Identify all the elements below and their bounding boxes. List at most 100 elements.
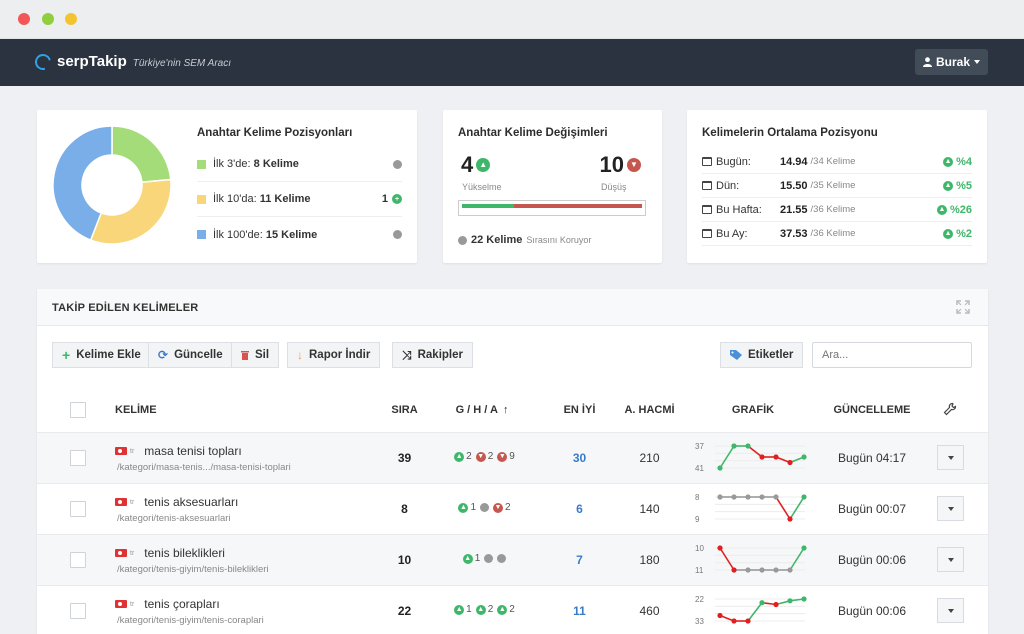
sparkline-point (745, 494, 751, 500)
brand-logo[interactable]: serpTakip Türkiye'nin SEM Aracı (32, 50, 231, 73)
row-actions-dropdown[interactable] (937, 445, 964, 470)
col-updated[interactable]: GÜNCELLEME (833, 404, 911, 416)
trash-icon (241, 351, 249, 360)
sparkline-point (801, 454, 807, 460)
average-title: Kelimelerin Ortalama Pozisyonu (702, 127, 878, 139)
chevron-down-icon (947, 506, 954, 511)
arrow-down-icon: ▼ (627, 158, 641, 172)
user-menu-button[interactable]: Burak (915, 49, 988, 75)
keyword-text[interactable]: tenis bileklikleri (144, 546, 225, 560)
gha-value: 2 (487, 604, 494, 615)
wrench-icon[interactable] (943, 402, 957, 416)
sparkline-chart: 22 33 (695, 595, 807, 626)
tag-icon (730, 350, 742, 360)
keyword-path: /kategori/tenis-giyim/tenis-bileklikleri (117, 564, 269, 575)
average-sub: /35 Kelime (810, 180, 856, 191)
col-keyword[interactable]: KELİME (115, 404, 157, 416)
calendar-icon (702, 157, 712, 166)
download-report-button[interactable]: ↓ Rapor İndir (287, 342, 381, 368)
competitors-button[interactable]: ⤨ Rakipler (392, 342, 473, 368)
sparkline-segment (719, 445, 735, 469)
average-change: ▲ %2 (943, 228, 972, 240)
sort-arrow-icon: ↑ (502, 404, 509, 416)
close-window-dot[interactable] (18, 13, 30, 25)
keyword-path: /kategori/masa-tenis.../masa-tenisi-topl… (117, 462, 291, 473)
sparkline-point (787, 516, 793, 522)
keyword-cell: tr tenis çorapları (115, 597, 220, 611)
gha-cell: ▲ 2 ▼ 2 ▼ 9 (437, 451, 532, 462)
plus-circle-icon: + (392, 194, 402, 204)
add-keyword-button[interactable]: + Kelime Ekle (52, 342, 151, 368)
row-actions-dropdown[interactable] (937, 496, 964, 521)
up-value: 4 (461, 152, 474, 177)
average-change: ▲ %4 (943, 156, 972, 168)
sparkline-point (773, 454, 779, 460)
keyword-text[interactable]: tenis çorapları (144, 597, 220, 611)
legend-swatch (197, 230, 206, 239)
legend-prefix: İlk 10'da: (213, 193, 257, 205)
minimize-window-dot[interactable] (42, 13, 54, 25)
gha-item: ▼ 2 (493, 502, 511, 513)
average-change-value: %5 (956, 179, 972, 192)
average-row: Bu Ay: 37.53/36 Kelime ▲ %2 (702, 222, 972, 246)
update-button[interactable]: ⟳ Güncelle (148, 342, 233, 368)
col-rank[interactable]: SIRA (391, 404, 418, 416)
sparkline-segment (789, 496, 805, 520)
row-actions-dropdown[interactable] (937, 547, 964, 572)
legend-count: 15 Kelime (265, 228, 318, 241)
sparkline-point (745, 567, 751, 573)
arrow-down-icon: ▼ (497, 451, 508, 462)
language-code: tr (130, 600, 135, 608)
row-checkbox[interactable] (70, 450, 86, 466)
volume-value: 180 (639, 553, 660, 567)
expand-icon[interactable] (956, 300, 970, 314)
arrow-up-icon: ▲ (497, 604, 508, 615)
rank-value: 10 (397, 553, 412, 567)
col-best[interactable]: EN İYİ (563, 404, 596, 416)
sparkline-point (731, 494, 737, 500)
sparkline-axis-label: 9 (695, 515, 700, 524)
donut-slice (111, 125, 172, 184)
sparkline-axis-label: 33 (695, 617, 704, 626)
sparkline-segment (789, 547, 805, 571)
tracked-keywords-panel: TAKİP EDİLEN KELİMELER + Kelime Ekle ⟳ G… (37, 289, 988, 634)
legend-status: 1 + (382, 193, 402, 205)
positions-title: Anahtar Kelime Pozisyonları (197, 127, 353, 139)
sparkline-point (759, 567, 765, 573)
updated-value: Bugün 00:07 (837, 502, 907, 516)
gha-value: 2 (487, 451, 494, 462)
position-legend-row: İlk 3'de: 8 Kelime (197, 147, 402, 182)
sparkline-point (717, 465, 723, 471)
maximize-window-dot[interactable] (65, 13, 77, 25)
col-gha[interactable]: G / H / A ↑ (452, 404, 512, 416)
gha-cell: ▲ 1 ▲ 2 ▲ 2 (437, 604, 532, 615)
rank-value: 22 (397, 604, 412, 618)
gha-value: 2 (509, 604, 515, 615)
search-input[interactable] (812, 342, 972, 368)
sparkline-point (731, 618, 737, 624)
row-checkbox[interactable] (70, 603, 86, 619)
top-navbar: serpTakip Türkiye'nin SEM Aracı (0, 39, 1024, 86)
row-checkbox[interactable] (70, 552, 86, 568)
legend-status (393, 230, 402, 239)
delete-button[interactable]: Sil (231, 342, 280, 368)
keyword-text[interactable]: masa tenisi topları (144, 444, 242, 458)
select-all-checkbox[interactable] (70, 402, 86, 418)
gha-item: ▼ 9 (497, 451, 515, 462)
row-checkbox[interactable] (70, 501, 86, 517)
sparkline-axis-label: 8 (695, 493, 700, 502)
keyword-path: /kategori/tenis-giyim/tenis-coraplari (117, 615, 264, 626)
calendar-icon (702, 181, 712, 190)
keyword-text[interactable]: tenis aksesuarları (144, 495, 239, 509)
gha-value: 9 (509, 451, 515, 462)
user-name: Burak (935, 55, 970, 69)
gha-value: 2 (505, 502, 511, 513)
sparkline-point (717, 494, 723, 500)
average-sub: /36 Kelime (810, 228, 856, 239)
add-keyword-label: Kelime Ekle (76, 349, 141, 361)
position-legend-row: İlk 100'de: 15 Kelime (197, 217, 402, 252)
row-actions-dropdown[interactable] (937, 598, 964, 623)
rank-value: 39 (397, 451, 412, 465)
tags-button[interactable]: Etiketler (720, 342, 804, 368)
col-volume[interactable]: A. HACMİ (624, 404, 675, 416)
